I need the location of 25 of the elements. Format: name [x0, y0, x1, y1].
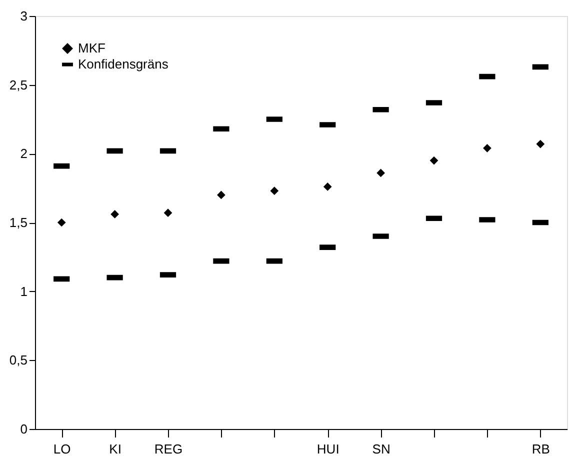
- x-tick-label: KI: [109, 442, 122, 456]
- point: [376, 168, 385, 178]
- x-tick-label: REG: [154, 442, 183, 456]
- point: [536, 140, 545, 148]
- point: [110, 210, 119, 218]
- x-tick-label: RB: [532, 442, 550, 456]
- y-tick-label: 2: [20, 146, 28, 162]
- legend-label: MKF: [78, 40, 106, 56]
- y-tick-label: 0: [20, 422, 28, 436]
- point: [483, 144, 492, 152]
- x-tick-label: LO: [53, 442, 71, 456]
- point: [57, 218, 66, 227]
- x-tick-label: HUI: [316, 442, 340, 456]
- x-tick-label: SN: [372, 442, 390, 456]
- y-tick-label: 0,5: [9, 352, 28, 368]
- point: [323, 182, 332, 191]
- y-tick-label: 1,5: [9, 215, 28, 230]
- y-tick-label: 2,5: [9, 77, 28, 92]
- point: [217, 190, 226, 200]
- y-tick-label: 3: [20, 8, 28, 24]
- y-tick-label: 1: [20, 284, 28, 299]
- point: [430, 156, 438, 165]
- point: [164, 208, 172, 218]
- legend-label: Konfidensgräns: [78, 56, 169, 72]
- point: [270, 186, 279, 196]
